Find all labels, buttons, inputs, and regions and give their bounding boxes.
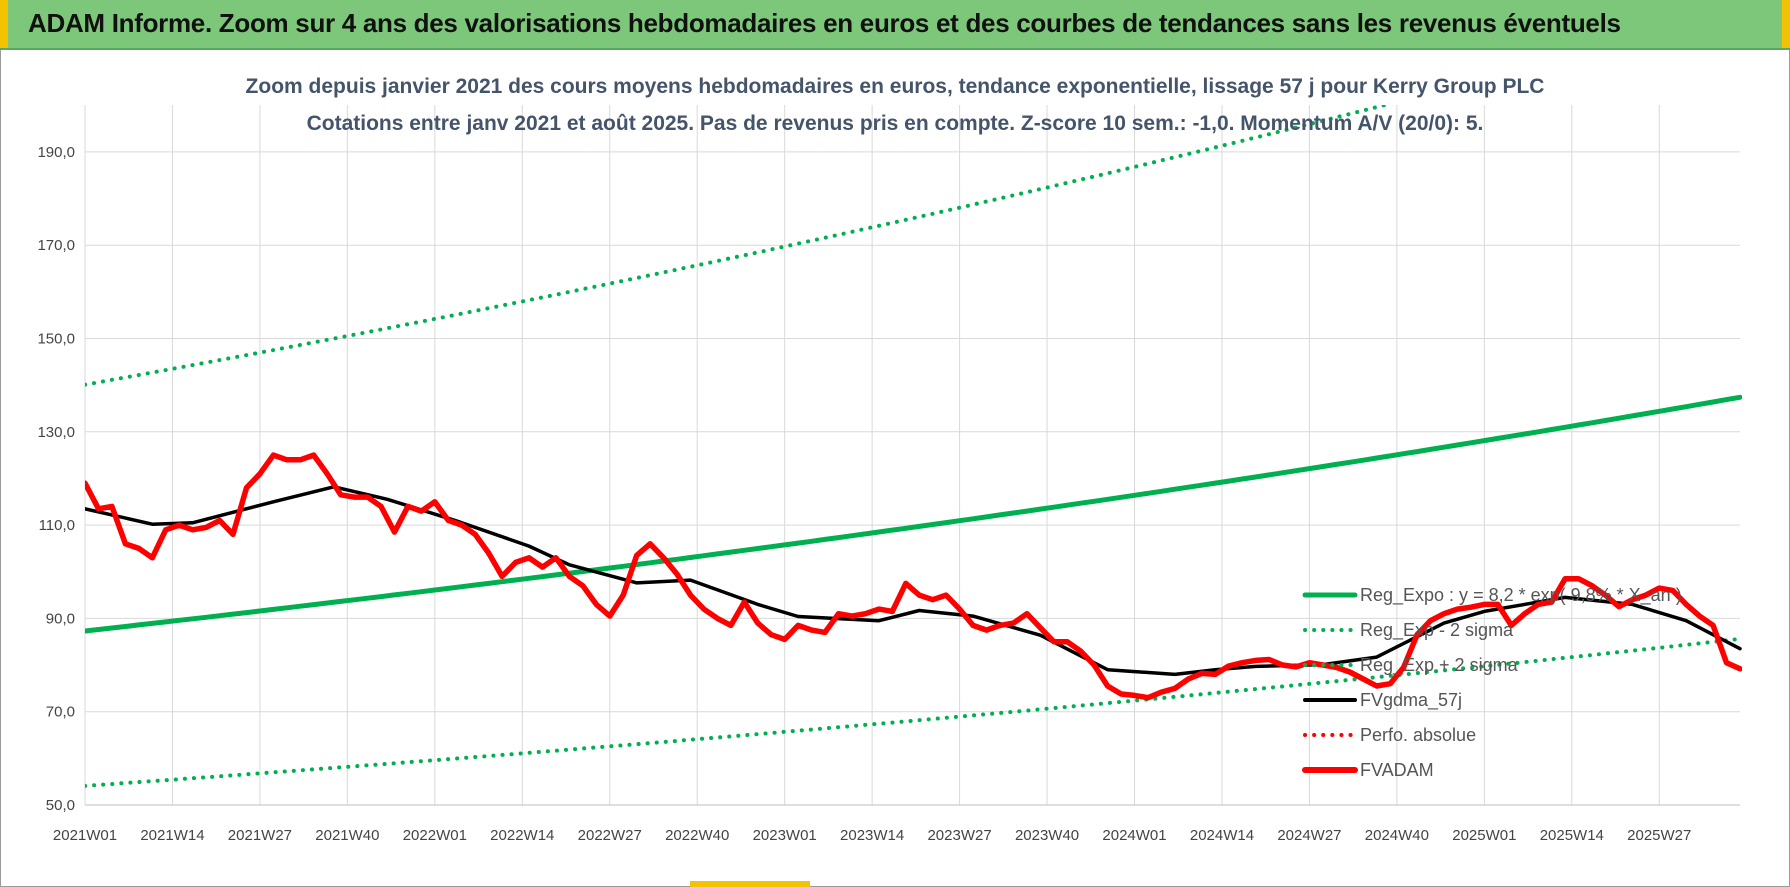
chart-subtitle: Zoom depuis janvier 2021 des cours moyen… <box>246 75 1545 135</box>
legend-label: Perfo. absolue <box>1360 725 1476 745</box>
x-tick-label: 2023W14 <box>840 827 904 844</box>
legend: Reg_Expo : y = 8,2 * exp( 9,8% * X_an ) R… <box>1302 585 1682 780</box>
series-line-0 <box>85 394 1742 634</box>
series-line-5 <box>85 452 1742 701</box>
x-tick-label: 2021W01 <box>53 827 117 844</box>
series-group <box>85 105 1742 788</box>
x-tick-label: 2025W01 <box>1452 827 1516 844</box>
chart-subtitle-line-1: Zoom depuis janvier 2021 des cours moyen… <box>246 75 1545 98</box>
x-tick-label: 2023W01 <box>753 827 817 844</box>
header-accent-right <box>1782 0 1790 48</box>
header-bar: ADAM Informe. Zoom sur 4 ans des valoris… <box>0 0 1790 50</box>
legend-label: FVgdma_57j <box>1360 690 1462 711</box>
y-tick-label: 110,0 <box>39 517 75 534</box>
y-tick-label: 150,0 <box>37 331 75 348</box>
y-tick-label: 170,0 <box>37 237 75 254</box>
x-tick-label: 2021W40 <box>315 827 379 844</box>
x-tick-label: 2024W40 <box>1365 827 1429 844</box>
y-tick-label: 130,0 <box>37 424 75 441</box>
y-tick-label: 90,0 <box>46 610 75 627</box>
legend-label: Reg_Exp - 2 sigma <box>1360 620 1514 641</box>
x-tick-label: 2025W27 <box>1627 827 1691 844</box>
x-tick-label: 2024W14 <box>1190 827 1254 844</box>
header-accent-left <box>0 0 8 48</box>
y-tick-label: 50,0 <box>46 797 75 814</box>
y-tick-label: 70,0 <box>46 704 75 721</box>
legend-label: Reg_Exp + 2 sigma <box>1360 655 1519 676</box>
y-axis-ticks: 50,0 70,0 90,0 110,0 130,0 150,0 170,0 190,0 <box>37 144 75 814</box>
legend-label: Reg_Expo : y = 8,2 * exp( 9,8% * X_an ) <box>1360 585 1682 606</box>
chart-subtitle-line-2: Cotations entre janv 2021 et août 2025. … <box>307 112 1484 135</box>
x-tick-label: 2022W27 <box>578 827 642 844</box>
bottom-accent <box>690 881 810 887</box>
y-tick-label: 190,0 <box>37 144 75 161</box>
x-tick-label: 2021W27 <box>228 827 292 844</box>
x-tick-label: 2025W14 <box>1540 827 1604 844</box>
x-tick-label: 2023W40 <box>1015 827 1079 844</box>
x-tick-label: 2023W27 <box>927 827 991 844</box>
series-line-3 <box>85 485 1742 677</box>
grid <box>84 105 1740 806</box>
x-tick-label: 2024W01 <box>1102 827 1166 844</box>
x-tick-label: 2024W27 <box>1277 827 1341 844</box>
x-axis-ticks: 2021W01 2021W14 2021W27 2021W40 2022W01 2022W… <box>53 827 1691 844</box>
series-line-2 <box>85 105 1394 387</box>
page-title: ADAM Informe. Zoom sur 4 ans des valoris… <box>28 8 1621 38</box>
x-tick-label: 2022W14 <box>490 827 554 844</box>
x-tick-label: 2022W40 <box>665 827 729 844</box>
x-tick-label: 2022W01 <box>403 827 467 844</box>
legend-label: FVADAM <box>1360 760 1434 780</box>
series-line-1 <box>85 636 1742 788</box>
x-tick-label: 2021W14 <box>140 827 204 844</box>
